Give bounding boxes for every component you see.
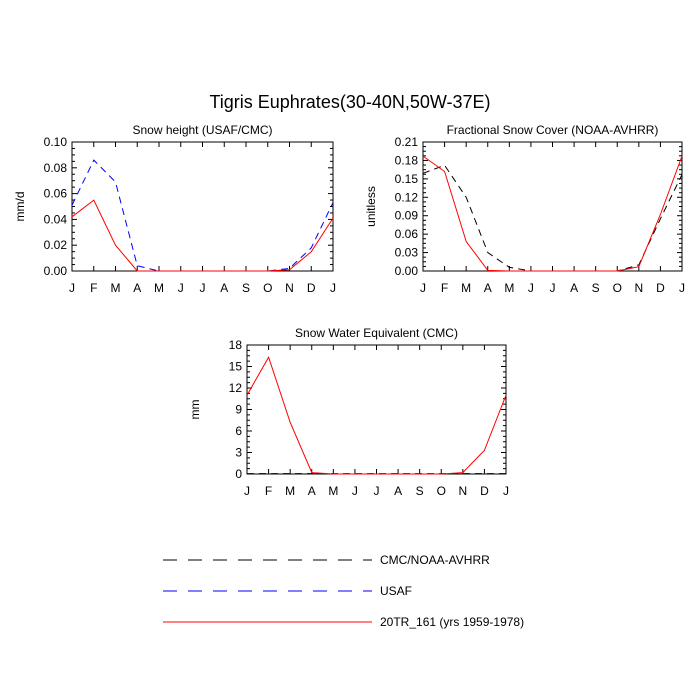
x-tick-label: A <box>394 484 402 498</box>
plot-frame <box>422 141 683 272</box>
y-tick-label: 0.08 <box>44 161 68 175</box>
y-tick-label: 0.15 <box>395 172 419 186</box>
x-tick-label: A <box>308 484 316 498</box>
figure-title: Tigris Euphrates(30-40N,50W-37E) <box>209 92 490 112</box>
x-tick-label: A <box>220 281 228 295</box>
x-tick-label: J <box>69 281 75 295</box>
y-tick-label: 12 <box>229 381 243 395</box>
y-tick-label: 0.03 <box>395 246 419 260</box>
x-tick-label: O <box>263 281 272 295</box>
x-tick-label: J <box>420 281 426 295</box>
x-tick-label: J <box>330 281 336 295</box>
x-tick-label: O <box>437 484 446 498</box>
chart-panel-1: Snow height (USAF/CMC) 0.00 0.02 0.04 0.06 0.… <box>13 123 336 295</box>
plot-frame <box>71 141 334 272</box>
y-tick-label: 0.04 <box>44 212 68 226</box>
x-tick-label: D <box>307 281 316 295</box>
x-tick-label: J <box>200 281 206 295</box>
x-tick-label: S <box>242 281 250 295</box>
y-tick-label: 6 <box>235 424 242 438</box>
x-tick-label: A <box>570 281 578 295</box>
legend-label: USAF <box>380 584 412 598</box>
y-tick-label: 18 <box>229 338 243 352</box>
y-tick-label: 0.10 <box>44 135 68 149</box>
x-tick-label: O <box>613 281 622 295</box>
x-tick-label: M <box>154 281 164 295</box>
series-line <box>422 155 683 272</box>
chart-panel-2: Fractional Snow Cover (NOAA-AVHRR) 0.00 0.… <box>364 123 685 295</box>
y-tick-label: 0.12 <box>395 190 419 204</box>
series-line <box>422 164 683 272</box>
x-tick-label: D <box>656 281 665 295</box>
x-tick-label: J <box>244 484 250 498</box>
y-tick-label: 15 <box>229 360 243 374</box>
y-tick-label: 0.00 <box>44 264 68 278</box>
x-tick-label: M <box>111 281 121 295</box>
x-tick-label: F <box>265 484 272 498</box>
y-tick-label: 0 <box>235 467 242 481</box>
y-tick-label: 0.02 <box>44 238 68 252</box>
y-tick-label: 0.09 <box>395 209 419 223</box>
y-axis-label: unitless <box>364 186 378 227</box>
panel-title: Snow height (USAF/CMC) <box>132 123 272 137</box>
x-tick-label: J <box>374 484 380 498</box>
y-tick-label: 0.21 <box>395 135 419 149</box>
x-tick-label: J <box>503 484 509 498</box>
x-tick-label: J <box>528 281 534 295</box>
x-tick-label: A <box>133 281 141 295</box>
chart-panels: Snow height (USAF/CMC) 0.00 0.02 0.04 0.06 0.… <box>13 123 685 498</box>
x-tick-label: M <box>328 484 338 498</box>
x-tick-label: N <box>634 281 643 295</box>
series-line <box>71 199 334 272</box>
x-tick-label: M <box>504 281 514 295</box>
x-tick-label: D <box>480 484 489 498</box>
legend-label: CMC/NOAA-AVHRR <box>380 553 490 567</box>
x-tick-label: J <box>679 281 685 295</box>
x-tick-label: N <box>285 281 294 295</box>
legend-label: 20TR_161 (yrs 1959-1978) <box>380 615 524 629</box>
x-tick-label: A <box>484 281 492 295</box>
x-tick-label: N <box>458 484 467 498</box>
x-tick-label: J <box>352 484 358 498</box>
panel-title: Fractional Snow Cover (NOAA-AVHRR) <box>447 123 659 137</box>
x-tick-label: J <box>178 281 184 295</box>
y-tick-label: 0.00 <box>395 264 419 278</box>
y-axis-label: mm <box>188 400 202 420</box>
series-line <box>71 159 334 272</box>
x-tick-label: F <box>441 281 448 295</box>
legend: CMC/NOAA-AVHRR USAF 20TR_161 (yrs 1959-197… <box>163 553 524 629</box>
y-tick-label: 0.06 <box>395 227 419 241</box>
series-line <box>246 355 507 475</box>
x-tick-label: M <box>461 281 471 295</box>
x-tick-label: M <box>285 484 295 498</box>
y-tick-label: 9 <box>235 403 242 417</box>
x-tick-label: F <box>90 281 97 295</box>
x-tick-label: S <box>416 484 424 498</box>
panel-title: Snow Water Equivalent (CMC) <box>295 326 458 340</box>
x-tick-label: J <box>550 281 556 295</box>
y-tick-label: 3 <box>235 446 242 460</box>
y-axis-label: mm/d <box>13 192 27 222</box>
x-tick-label: S <box>592 281 600 295</box>
y-tick-label: 0.18 <box>395 153 419 167</box>
y-tick-label: 0.06 <box>44 187 68 201</box>
